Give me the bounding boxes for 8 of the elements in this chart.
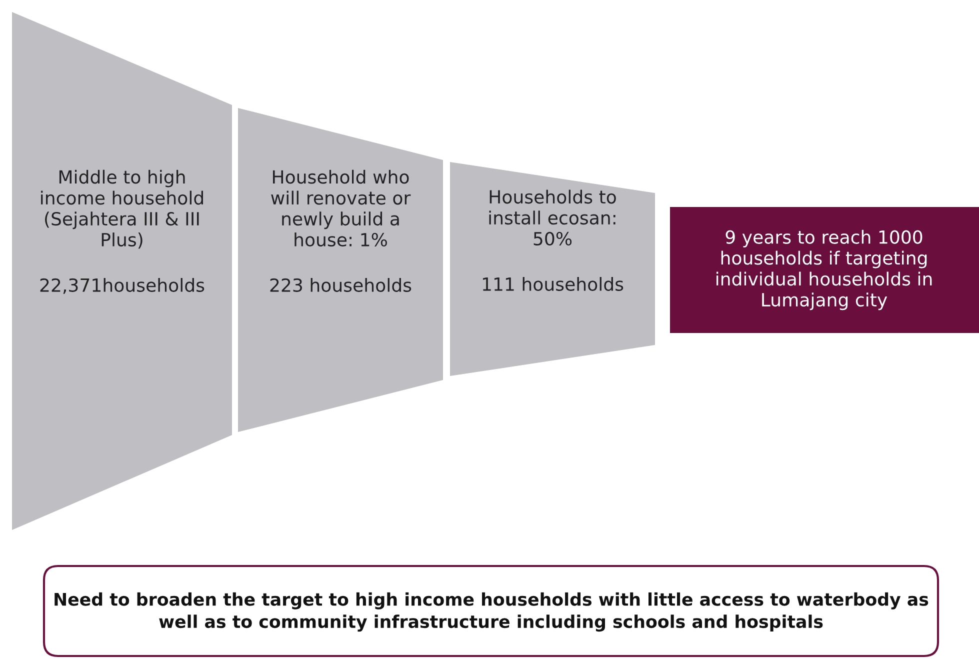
text: Need to broaden the target to high income households with little access to waterbody as well as to community infrastructure including schools and hospitals xyxy=(54,592,928,632)
category-label: Middle to high income household (Sejahtera III & III Plus) xyxy=(41,170,203,249)
category-label: Households to install ecosan: 50% xyxy=(489,190,616,246)
category-label: Household who will renovate or newly build a house: 1% xyxy=(271,170,411,246)
text: 9 years to reach 1000 households if targeting individual households in Lumajang city xyxy=(716,230,932,310)
data-label: 22,371households xyxy=(40,278,204,294)
data-label: 111 households xyxy=(482,277,624,291)
data-label: 223 households xyxy=(270,278,412,292)
